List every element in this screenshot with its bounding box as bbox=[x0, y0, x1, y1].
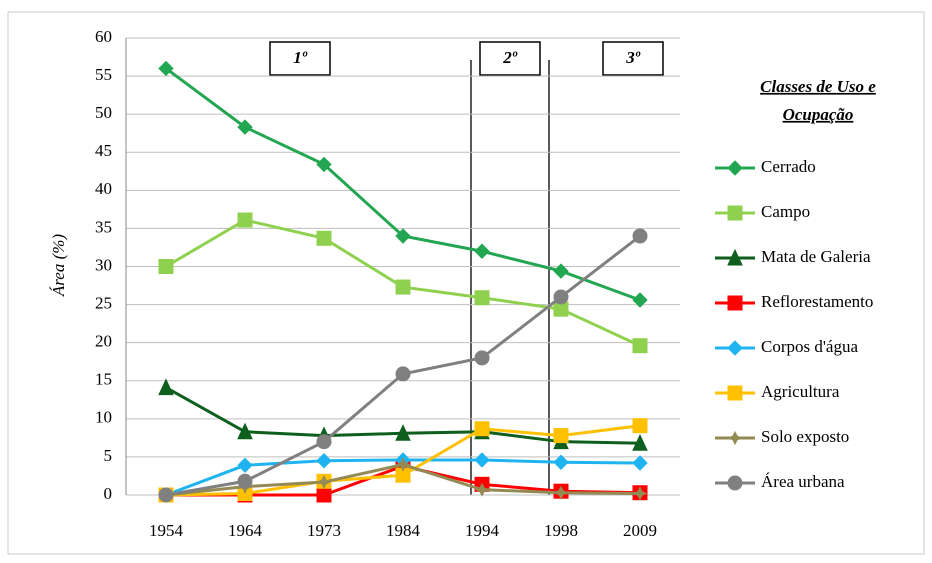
chart-border bbox=[7, 11, 925, 555]
x-tick-label: 1984 bbox=[386, 521, 421, 540]
y-tick-label: 5 bbox=[104, 446, 113, 465]
marker bbox=[395, 366, 411, 382]
period-label: 1º bbox=[293, 48, 308, 67]
marker bbox=[237, 119, 253, 135]
y-tick-label: 50 bbox=[95, 103, 112, 122]
marker bbox=[316, 434, 332, 450]
marker bbox=[727, 295, 743, 311]
y-tick-label: 0 bbox=[104, 484, 113, 503]
marker bbox=[727, 385, 743, 401]
legend-title: Classes de Uso e bbox=[760, 77, 876, 96]
marker bbox=[316, 156, 332, 173]
x-tick-label: 1994 bbox=[465, 521, 500, 540]
marker bbox=[632, 338, 648, 354]
y-tick-label: 15 bbox=[95, 370, 112, 389]
marker bbox=[727, 340, 743, 356]
marker bbox=[316, 230, 332, 246]
y-axis-label: Área (%) bbox=[49, 234, 68, 297]
legend-label: Cerrado bbox=[761, 157, 816, 176]
legend-label: Reflorestamento bbox=[761, 292, 873, 311]
marker bbox=[237, 457, 253, 474]
marker bbox=[237, 422, 253, 440]
marker bbox=[727, 205, 743, 221]
marker bbox=[727, 248, 743, 266]
y-tick-label: 10 bbox=[95, 408, 112, 427]
legend-label: Agricultura bbox=[761, 382, 840, 401]
y-tick-label: 30 bbox=[95, 255, 112, 274]
marker bbox=[553, 263, 569, 279]
y-tick-label: 35 bbox=[95, 217, 112, 236]
marker bbox=[727, 475, 743, 491]
period-box bbox=[602, 41, 664, 76]
marker bbox=[395, 424, 411, 441]
marker bbox=[474, 482, 490, 497]
legend-label: Área urbana bbox=[761, 472, 845, 491]
marker bbox=[553, 289, 569, 305]
period-label: 2º bbox=[502, 48, 518, 67]
marker bbox=[727, 160, 743, 176]
marker bbox=[632, 486, 648, 501]
marker bbox=[395, 228, 411, 244]
period-label: 3º bbox=[625, 48, 641, 67]
marker bbox=[632, 418, 648, 434]
marker bbox=[237, 212, 253, 228]
marker bbox=[474, 243, 490, 259]
y-tick-label: 20 bbox=[95, 332, 112, 351]
marker bbox=[316, 453, 332, 469]
period-box bbox=[269, 41, 331, 76]
marker bbox=[158, 60, 174, 77]
marker bbox=[632, 228, 648, 244]
marker bbox=[316, 487, 332, 503]
marker bbox=[395, 457, 411, 472]
marker bbox=[553, 454, 569, 470]
x-tick-label: 1998 bbox=[544, 521, 578, 540]
legend-label: Mata de Galeria bbox=[761, 247, 871, 266]
marker bbox=[474, 350, 490, 366]
x-tick-label: 2009 bbox=[623, 521, 657, 540]
marker bbox=[395, 279, 411, 295]
marker bbox=[158, 259, 174, 274]
marker bbox=[553, 428, 569, 444]
x-tick-label: 1973 bbox=[307, 521, 341, 540]
marker bbox=[316, 474, 332, 490]
marker bbox=[158, 487, 174, 503]
marker bbox=[474, 452, 490, 468]
marker bbox=[158, 378, 174, 396]
x-tick-label: 1954 bbox=[149, 521, 184, 540]
y-tick-label: 40 bbox=[95, 179, 112, 198]
x-tick-label: 1964 bbox=[228, 521, 263, 540]
marker bbox=[474, 421, 490, 437]
y-tick-label: 45 bbox=[95, 141, 112, 160]
y-tick-label: 60 bbox=[95, 27, 112, 46]
marker bbox=[553, 485, 569, 500]
period-box bbox=[479, 41, 541, 76]
legend-label: Corpos d'água bbox=[761, 337, 858, 356]
marker bbox=[474, 290, 490, 306]
marker bbox=[727, 430, 743, 446]
legend-title: Ocupação bbox=[783, 105, 854, 124]
legend-label: Campo bbox=[761, 202, 810, 221]
y-tick-label: 55 bbox=[95, 65, 112, 84]
marker bbox=[237, 473, 253, 489]
legend-label: Solo exposto bbox=[761, 427, 849, 446]
marker bbox=[632, 292, 648, 308]
marker bbox=[632, 455, 648, 471]
series-line bbox=[165, 67, 641, 302]
y-tick-label: 25 bbox=[95, 293, 112, 312]
marker bbox=[632, 434, 648, 451]
